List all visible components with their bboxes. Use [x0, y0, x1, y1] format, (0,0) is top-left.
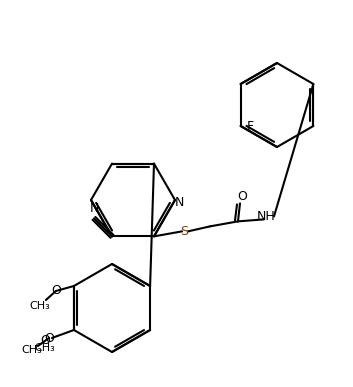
Text: O: O: [237, 190, 247, 203]
Text: F: F: [247, 120, 254, 132]
Text: N: N: [174, 195, 184, 209]
Text: CH₃: CH₃: [34, 343, 55, 353]
Text: CH₃: CH₃: [30, 301, 50, 311]
Text: S: S: [180, 225, 188, 238]
Text: N: N: [89, 202, 99, 215]
Text: NH: NH: [257, 210, 275, 223]
Text: O: O: [51, 284, 61, 298]
Text: CH₃: CH₃: [22, 345, 42, 355]
Text: O: O: [40, 334, 50, 348]
Text: O: O: [44, 332, 54, 344]
